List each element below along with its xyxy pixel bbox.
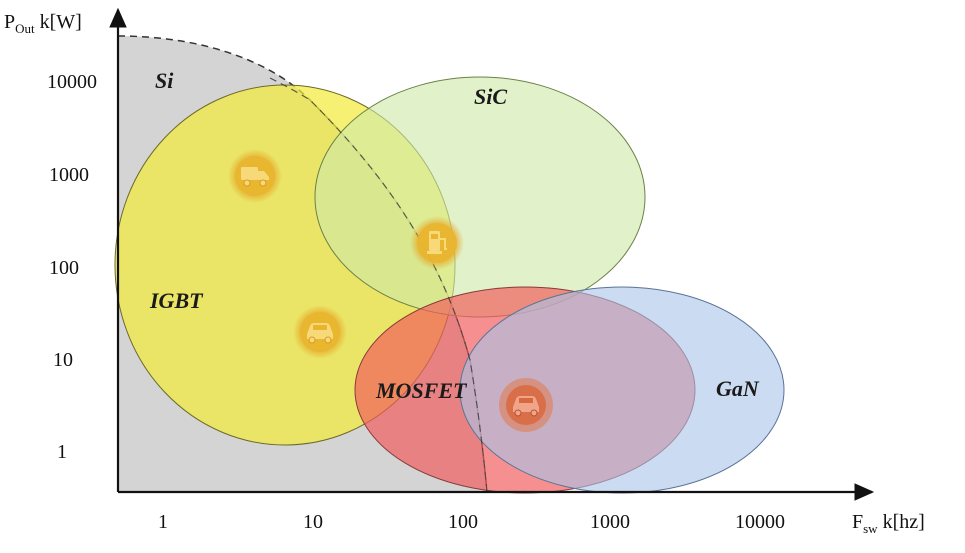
sic-label: SiC xyxy=(474,84,507,109)
y-tick-label: 10000 xyxy=(47,71,97,93)
x-axis-title: Fsw k[hz] xyxy=(852,511,925,536)
si-label: Si xyxy=(155,68,174,93)
y-tick-label: 100 xyxy=(49,257,79,279)
y-tick-label: 10 xyxy=(53,349,73,371)
x-tick-label: 10000 xyxy=(735,511,785,533)
y-tick-label: 1 xyxy=(57,441,67,463)
y-tick-label: 1000 xyxy=(49,164,89,186)
x-tick-label: 1000 xyxy=(590,511,630,533)
x-tick-label: 100 xyxy=(448,511,478,533)
car-icon xyxy=(499,378,553,432)
sic-region xyxy=(314,76,646,318)
x-tick-label: 1 xyxy=(158,511,168,533)
truck-icon xyxy=(228,149,282,203)
charging-station-icon xyxy=(410,216,464,270)
y-axis-title: POut k[W] xyxy=(4,11,82,36)
car-icon xyxy=(293,305,347,359)
igbt-label: IGBT xyxy=(149,288,204,313)
mosfet-label: MOSFET xyxy=(375,378,468,403)
gan-label: GaN xyxy=(716,376,760,401)
x-tick-label: 10 xyxy=(303,511,323,533)
